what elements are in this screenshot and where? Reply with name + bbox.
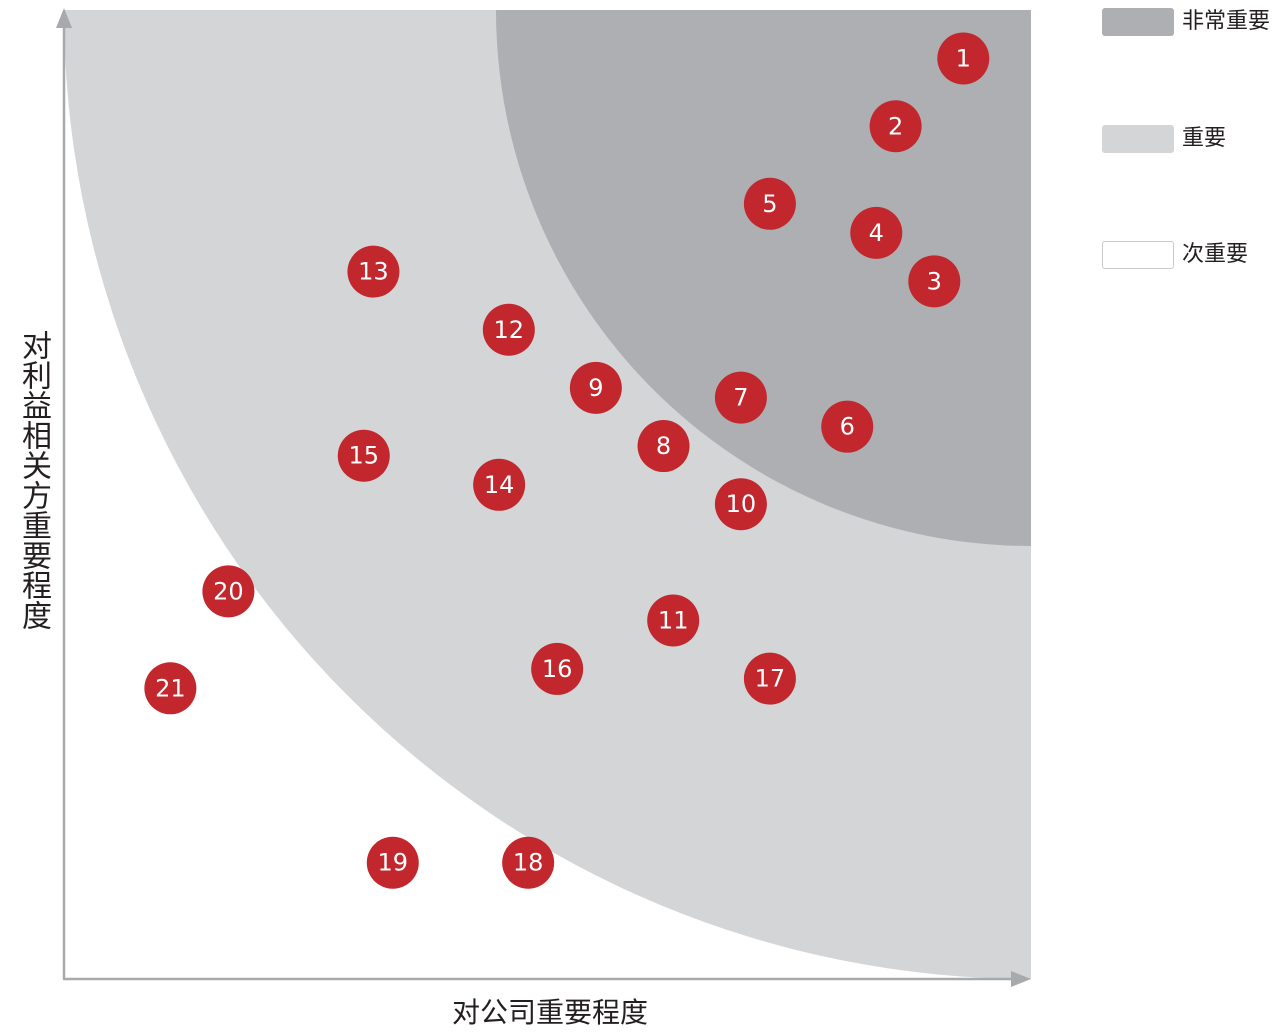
- data-point-marker: [821, 400, 874, 453]
- data-point-label: 11: [658, 606, 689, 634]
- data-point-label: 14: [484, 471, 515, 499]
- data-point-1: 1: [937, 32, 990, 85]
- data-point-marker: [202, 565, 255, 618]
- data-point-label: 1: [956, 44, 971, 72]
- data-point-5: 5: [743, 177, 796, 230]
- data-point-marker: [908, 255, 961, 308]
- data-point-label: 10: [726, 490, 757, 518]
- data-point-label: 3: [927, 267, 942, 295]
- data-point-18: 18: [502, 836, 555, 889]
- y-axis-arrow: [56, 8, 72, 28]
- data-point-label: 5: [762, 190, 777, 218]
- legend-label-very-important: 非常重要: [1182, 9, 1271, 34]
- legend-swatch-less-important: [1102, 241, 1174, 269]
- data-point-10: 10: [714, 478, 767, 531]
- data-point-8: 8: [637, 420, 690, 473]
- data-point-marker: [144, 662, 197, 715]
- data-point-label: 21: [155, 674, 186, 702]
- data-point-marker: [531, 642, 584, 695]
- data-point-17: 17: [743, 652, 796, 705]
- data-point-marker: [502, 836, 555, 889]
- data-point-marker: [569, 361, 622, 414]
- data-point-marker: [473, 458, 526, 511]
- data-point-7: 7: [714, 371, 767, 424]
- legend-label-less-important: 次重要: [1182, 242, 1249, 267]
- legend-item-very-important: 非常重要: [1102, 8, 1281, 38]
- data-point-label: 13: [358, 258, 389, 286]
- data-point-4: 4: [850, 206, 903, 259]
- data-point-marker: [743, 177, 796, 230]
- data-point-marker: [647, 594, 700, 647]
- data-point-label: 2: [888, 112, 903, 140]
- data-point-3: 3: [908, 255, 961, 308]
- data-point-label: 4: [869, 219, 884, 247]
- importance-zones: [64, 10, 1031, 979]
- axes: [56, 8, 1031, 987]
- data-point-19: 19: [366, 836, 419, 889]
- data-point-marker: [482, 303, 535, 356]
- data-point-label: 15: [348, 442, 379, 470]
- data-point-marker: [337, 429, 390, 482]
- data-point-marker: [714, 478, 767, 531]
- data-point-15: 15: [337, 429, 390, 482]
- data-point-label: 16: [542, 655, 573, 683]
- data-point-marker: [850, 206, 903, 259]
- data-point-label: 7: [733, 384, 748, 412]
- data-point-6: 6: [821, 400, 874, 453]
- data-point-14: 14: [473, 458, 526, 511]
- data-point-marker: [366, 836, 419, 889]
- data-point-marker: [714, 371, 767, 424]
- data-point-label: 8: [656, 432, 671, 460]
- x-axis-label: 对公司重要程度: [452, 996, 649, 1029]
- data-point-21: 21: [144, 662, 197, 715]
- data-point-2: 2: [869, 100, 922, 153]
- data-point-9: 9: [569, 361, 622, 414]
- data-point-label: 18: [513, 849, 544, 877]
- data-point-label: 12: [494, 316, 525, 344]
- data-point-label: 17: [755, 665, 786, 693]
- data-point-marker: [743, 652, 796, 705]
- data-point-11: 11: [647, 594, 700, 647]
- y-axis-label: 对利益相关方重要程度: [16, 330, 51, 630]
- legend-item-important: 重要: [1102, 125, 1281, 155]
- data-point-label: 20: [213, 577, 244, 605]
- legend-item-less-important: 次重要: [1102, 241, 1281, 271]
- data-point-marker: [937, 32, 990, 85]
- legend-swatch-very-important: [1102, 8, 1174, 36]
- legend-label-important: 重要: [1182, 126, 1227, 151]
- data-point-12: 12: [482, 303, 535, 356]
- data-point-13: 13: [347, 245, 400, 298]
- legend-swatch-important: [1102, 125, 1174, 153]
- data-point-label: 9: [588, 374, 603, 402]
- data-point-marker: [347, 245, 400, 298]
- data-point-marker: [869, 100, 922, 153]
- data-point-label: 6: [840, 413, 855, 441]
- data-point-label: 19: [378, 849, 409, 877]
- data-point-marker: [637, 420, 690, 473]
- data-point-16: 16: [531, 642, 584, 695]
- x-axis-arrow: [1011, 971, 1031, 987]
- data-point-20: 20: [202, 565, 255, 618]
